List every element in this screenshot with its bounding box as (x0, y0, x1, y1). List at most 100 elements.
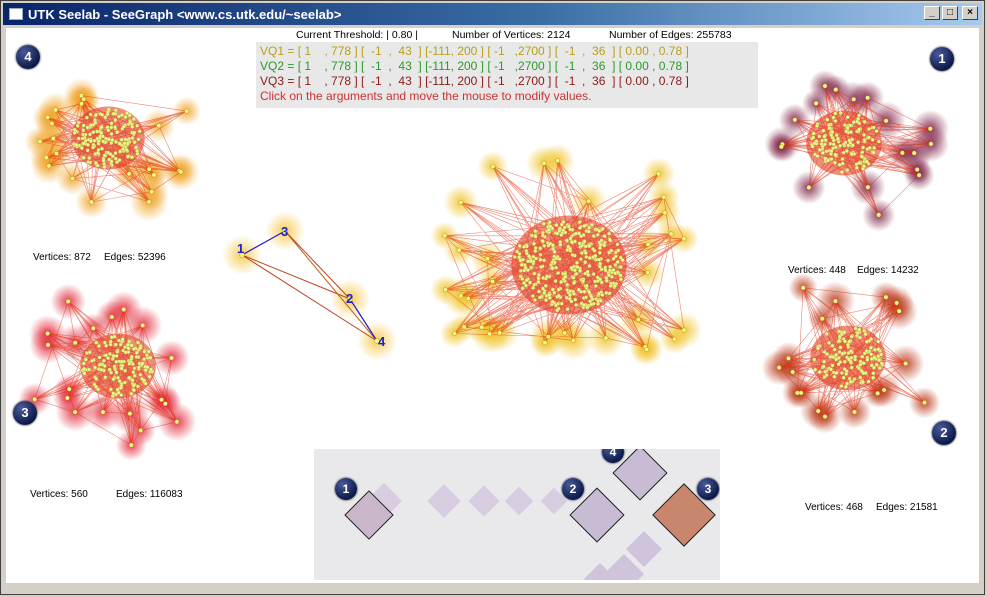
graph-badge-2[interactable]: 2 (932, 421, 956, 445)
graph-badge-3[interactable]: 3 (13, 401, 37, 425)
vertex (113, 342, 118, 347)
graph-badge-1[interactable]: 1 (930, 47, 954, 71)
vertex (132, 130, 137, 135)
graph-badge-4[interactable]: 4 (16, 45, 40, 69)
vertex (849, 334, 854, 339)
vertex (591, 234, 596, 239)
vertex (65, 299, 71, 304)
triangle-node-2[interactable] (347, 296, 353, 302)
vertex (862, 119, 867, 124)
vertex (542, 243, 547, 248)
triangle-edge (241, 230, 286, 256)
vertex (832, 347, 837, 352)
query-row-vq2[interactable]: VQ2 = [ 1 , 778 ] [ -1 , 43 ] [-111, 200… (260, 59, 689, 73)
vertex (115, 349, 120, 354)
vertex (532, 241, 536, 246)
close-button[interactable]: × (962, 6, 978, 20)
vertex (550, 299, 555, 304)
triangle-node-1[interactable] (239, 252, 245, 258)
vertex (532, 271, 537, 276)
vertex (517, 255, 522, 260)
vertex (556, 271, 561, 275)
vertex (615, 260, 620, 265)
vertex (532, 282, 537, 287)
matrix-badge-2[interactable]: 2 (562, 478, 584, 500)
vertex (124, 148, 129, 153)
vertex (833, 152, 838, 157)
vertex (81, 123, 86, 128)
vertex (93, 160, 98, 165)
vertex (811, 131, 816, 136)
vertex (874, 362, 879, 367)
matrix-badge-3[interactable]: 3 (697, 478, 719, 500)
vertex (583, 251, 588, 255)
vertex (822, 414, 828, 419)
vertex (811, 135, 816, 140)
vertex (103, 115, 108, 120)
vertex (119, 385, 123, 390)
query-row-vq1[interactable]: VQ1 = [ 1 , 778 ] [ -1 , 43 ] [-111, 200… (260, 44, 689, 58)
vertex (597, 250, 602, 255)
vertex (101, 358, 106, 363)
matrix-badge-4[interactable]: 4 (602, 449, 624, 463)
vertex (645, 270, 651, 275)
vertex (490, 279, 495, 284)
vertex (599, 238, 604, 243)
vertex (112, 364, 117, 369)
vertex (102, 153, 107, 158)
vertex (574, 231, 578, 236)
vertex (572, 268, 577, 273)
matrix-badge-1[interactable]: 1 (335, 478, 357, 500)
minimize-button[interactable]: _ (924, 6, 940, 20)
vertex (600, 293, 605, 297)
vertex (545, 334, 551, 340)
vertex (72, 340, 78, 346)
vertex (548, 241, 553, 246)
visualization-canvas[interactable]: Current Threshold: | 0.80 | Number of Ve… (6, 28, 979, 583)
vertex (894, 300, 900, 306)
vertex (581, 279, 586, 284)
vertex (109, 314, 115, 320)
adjacency-matrix-view[interactable] (314, 449, 720, 580)
title-bar[interactable]: UTK Seelab - SeeGraph <www.cs.utk.edu/~s… (3, 3, 982, 25)
graph-view-4[interactable] (6, 28, 979, 583)
vertex (825, 117, 830, 122)
vertex (843, 384, 848, 389)
vertex (618, 264, 623, 269)
vertex (109, 335, 114, 340)
triangle-node-3[interactable] (282, 228, 288, 234)
triangle-edge (349, 298, 378, 342)
triangle-node-4[interactable] (374, 338, 380, 344)
vertex (822, 350, 827, 354)
query-row-vq3[interactable]: VQ3 = [ 1 , 778 ] [ -1 , 43 ] [-111, 200… (260, 74, 689, 88)
vertex (90, 358, 95, 363)
vertex (138, 346, 143, 351)
vertex (102, 340, 107, 345)
query-hint: Click on the arguments and move the mous… (260, 89, 592, 103)
matrix-fold (626, 531, 662, 567)
vertex (519, 262, 524, 267)
vertex (569, 299, 574, 304)
vertex (559, 233, 564, 237)
vertex (540, 233, 545, 238)
triangle-label-2: 2 (346, 291, 353, 306)
vertex (89, 199, 94, 205)
vertex (114, 359, 119, 364)
vertex (94, 376, 99, 381)
vertex (858, 375, 863, 380)
vertex (857, 161, 862, 165)
vertex (93, 365, 97, 370)
vertex (518, 258, 523, 263)
vertex (533, 229, 538, 234)
vertex (872, 355, 877, 360)
vertex (129, 343, 134, 348)
vertex (822, 83, 828, 89)
adjacency-matrix-panel[interactable]: 1 2 4 3 (314, 449, 720, 580)
maximize-button[interactable]: □ (942, 6, 958, 20)
triangle-overview[interactable]: 1 3 2 4 (6, 28, 979, 583)
vertex (127, 113, 132, 118)
vertex (108, 339, 113, 344)
vertex (812, 141, 817, 146)
vertex (838, 143, 843, 148)
vertex (162, 401, 168, 407)
